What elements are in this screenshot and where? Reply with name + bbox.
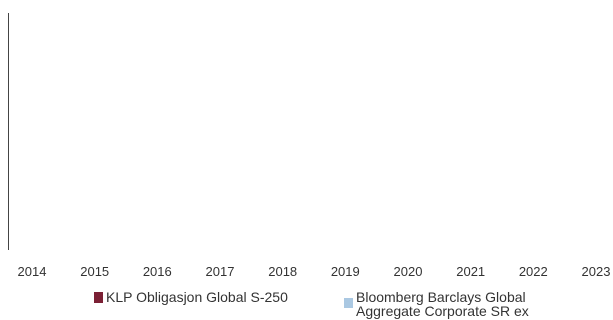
x-tick-label-2020: 2020 bbox=[394, 264, 423, 279]
legend-item-bloomberg: Bloomberg Barclays Global Aggregate Corp… bbox=[344, 290, 574, 318]
legend-swatch-bloomberg bbox=[344, 298, 353, 308]
legend-label-klp: KLP Obligasjon Global S-250 bbox=[106, 289, 288, 305]
x-tick-label-2015: 2015 bbox=[80, 264, 109, 279]
legend-label-bloomberg-line-1: Bloomberg Barclays Global bbox=[356, 289, 526, 305]
x-tick-label-2022: 2022 bbox=[519, 264, 548, 279]
legend-item-klp: KLP Obligasjon Global S-250 bbox=[94, 290, 288, 304]
x-tick-label-2021: 2021 bbox=[456, 264, 485, 279]
x-tick-label-2016: 2016 bbox=[143, 264, 172, 279]
x-tick-label-2017: 2017 bbox=[206, 264, 235, 279]
x-tick-label-2018: 2018 bbox=[268, 264, 297, 279]
legend-label-bloomberg-line-2: Aggregate Corporate SR ex bbox=[356, 303, 529, 319]
legend: KLP Obligasjon Global S-250 Bloomberg Ba… bbox=[0, 288, 613, 320]
legend-swatch-klp bbox=[94, 292, 103, 303]
legend-label-bloomberg: Bloomberg Barclays Global Aggregate Corp… bbox=[356, 290, 529, 318]
x-tick-label-2019: 2019 bbox=[331, 264, 360, 279]
x-tick-label-2014: 2014 bbox=[18, 264, 47, 279]
x-axis-tick-labels: 2014 2015 2016 2017 2018 2019 2020 2021 2022 2023 bbox=[18, 264, 611, 279]
x-tick-label-2023: 2023 bbox=[582, 264, 611, 279]
